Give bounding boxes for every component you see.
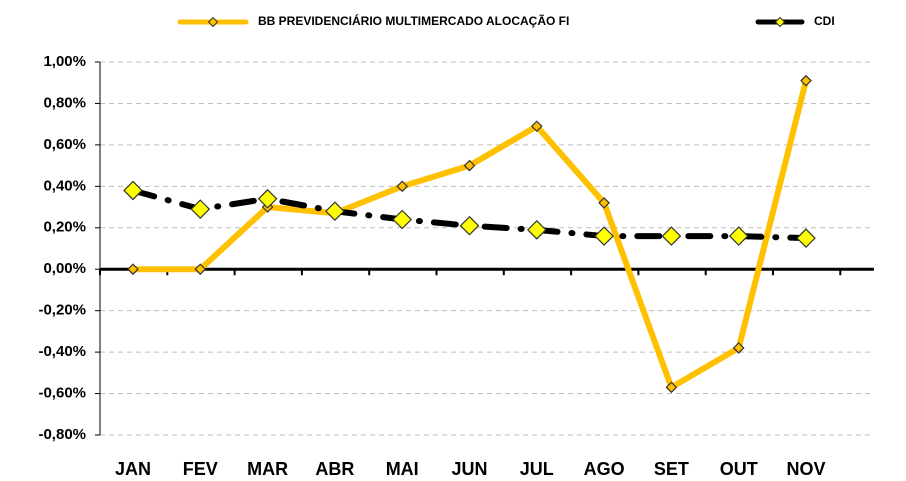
- marker: [392, 209, 413, 230]
- marker: [194, 263, 207, 276]
- y-tick-label: -0,80%: [38, 426, 86, 443]
- x-tick-label: JUL: [520, 459, 554, 479]
- marker: [396, 180, 409, 193]
- y-tick-label: -0,20%: [38, 302, 86, 319]
- x-tick-label: SET: [654, 459, 689, 479]
- legend-marker: [207, 16, 219, 28]
- marker: [459, 215, 480, 236]
- x-tick-label: MAI: [386, 459, 419, 479]
- marker: [732, 342, 745, 354]
- y-tick-label: 1,00%: [43, 53, 86, 70]
- marker: [594, 226, 614, 246]
- marker: [661, 226, 682, 246]
- x-tick-label: NOV: [786, 459, 825, 479]
- legend-label: BB PREVIDENCIÁRIO MULTIMERCADO ALOCAÇÃO …: [258, 13, 569, 28]
- marker: [463, 159, 476, 172]
- y-tick-label: 0,40%: [43, 177, 86, 194]
- y-tick-label: 0,60%: [43, 136, 86, 153]
- x-tick-label: ABR: [315, 459, 354, 479]
- y-tick-label: 0,80%: [43, 94, 86, 111]
- y-tick-label: -0,60%: [38, 385, 86, 402]
- marker: [257, 188, 278, 209]
- x-tick-label: FEV: [183, 459, 218, 479]
- marker: [530, 120, 543, 133]
- marker: [800, 74, 812, 87]
- y-tick-label: -0,40%: [38, 343, 86, 360]
- marker: [796, 228, 816, 248]
- y-tick-label: 0,00%: [43, 260, 86, 277]
- x-tick-label: MAR: [247, 459, 288, 479]
- marker: [728, 226, 749, 246]
- x-tick-label: JAN: [115, 459, 151, 479]
- x-tick-label: OUT: [720, 459, 758, 479]
- marker: [127, 263, 139, 276]
- y-tick-label: 0,20%: [43, 219, 86, 236]
- x-tick-label: JUN: [451, 459, 487, 479]
- marker: [665, 381, 678, 394]
- x-tick-label: AGO: [584, 459, 625, 479]
- marker: [123, 180, 143, 201]
- legend-marker: [774, 16, 786, 28]
- marker: [325, 201, 345, 222]
- marker: [190, 199, 211, 219]
- marker: [526, 220, 547, 240]
- marker: [598, 197, 610, 209]
- legend-label: CDI: [814, 14, 835, 28]
